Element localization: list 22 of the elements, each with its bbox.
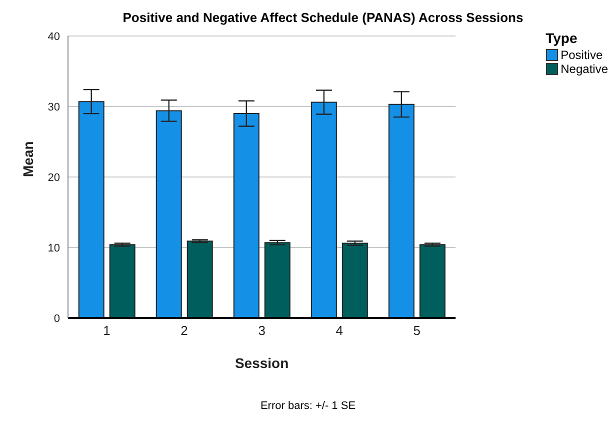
x-tick-label: 5 bbox=[413, 323, 420, 338]
bar bbox=[109, 244, 136, 318]
x-tick-label: 3 bbox=[258, 323, 266, 338]
y-tick-label: 10 bbox=[48, 242, 60, 254]
text: Error bars: +/- 1 SE bbox=[259, 400, 357, 412]
legend-label: Negative bbox=[560, 62, 608, 76]
y-axis-title: Mean bbox=[20, 141, 36, 177]
y-tick-label: 30 bbox=[48, 101, 60, 114]
bar bbox=[419, 244, 446, 318]
bar bbox=[186, 240, 213, 318]
x-tick-label: 1 bbox=[103, 323, 110, 338]
legend-title: Type bbox=[546, 30, 578, 46]
bar bbox=[264, 242, 290, 318]
x-tick-label: 2 bbox=[180, 323, 188, 338]
y-tick-label: 40 bbox=[48, 30, 60, 43]
legend-label: Positive bbox=[560, 48, 603, 62]
chart-title: Positive and Negative Affect Schedule (PANAS) Across Sessions bbox=[122, 10, 524, 25]
y-tick-label: 0 bbox=[54, 312, 60, 325]
x-tick-label: 4 bbox=[336, 323, 343, 338]
x-axis-title: Session bbox=[234, 355, 289, 371]
bar bbox=[342, 242, 368, 318]
y-tick-label: 20 bbox=[48, 172, 60, 184]
